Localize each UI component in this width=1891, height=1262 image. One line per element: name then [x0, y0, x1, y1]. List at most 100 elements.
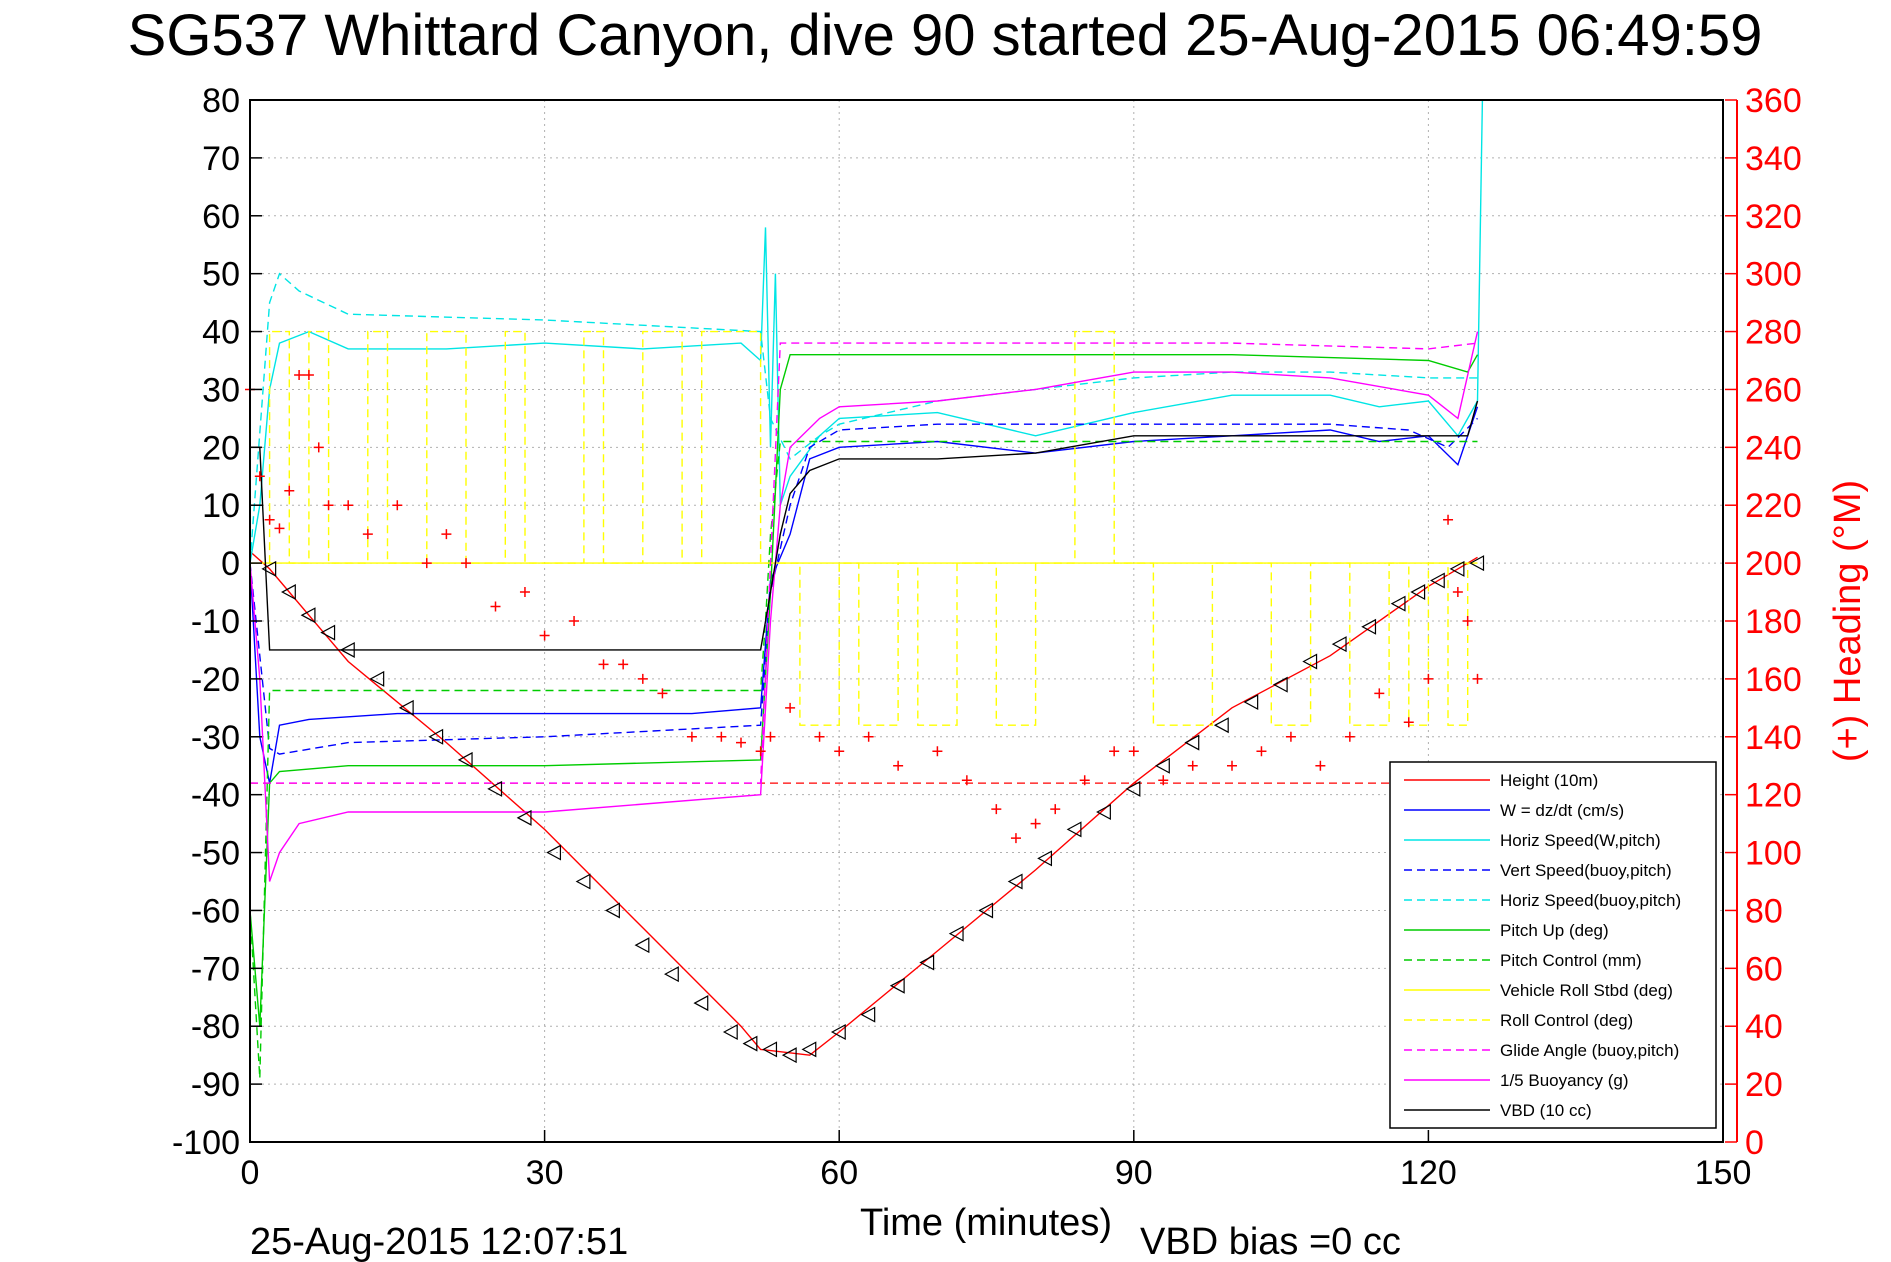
heading-point [1158, 775, 1169, 786]
y-tick-label: 60 [202, 198, 240, 236]
height-triangle-point [457, 751, 473, 768]
height-triangle-point [781, 1047, 797, 1064]
heading-point [1109, 746, 1120, 757]
heading-point [264, 514, 275, 525]
heading-point [1403, 717, 1414, 728]
height-triangle-point [1154, 757, 1170, 774]
heading-point [961, 775, 972, 786]
heading-point [991, 804, 1002, 815]
height-triangle-point [320, 624, 336, 641]
y-tick-label: -10 [191, 603, 240, 641]
y-right-tick-label: 340 [1745, 140, 1802, 178]
heading-point [274, 523, 285, 534]
heading-point [421, 558, 432, 569]
height-triangle-point [1469, 555, 1485, 572]
y-right-tick-label: 120 [1745, 777, 1802, 815]
height-triangle-point [1037, 850, 1053, 867]
height-triangle-point [487, 780, 503, 797]
heading-point [1010, 833, 1021, 844]
legend-label: Horiz Speed(buoy,pitch) [1500, 891, 1681, 910]
y-right-tick-label: 60 [1745, 950, 1783, 988]
y-right-tick-label: 180 [1745, 603, 1802, 641]
series-group [249, 99, 1484, 1079]
x-axis-label: Time (minutes) [860, 1202, 1112, 1244]
chart-title: SG537 Whittard Canyon, dive 90 started 2… [128, 3, 1763, 68]
y-right-tick-label: 160 [1745, 661, 1802, 699]
heading-point [1030, 818, 1041, 829]
heading-point [1423, 673, 1434, 684]
heading-point [932, 746, 943, 757]
height-triangle-point [1361, 618, 1377, 635]
height-triangle-point [1429, 572, 1445, 589]
height-triangle-point [1272, 676, 1288, 693]
series-line [249, 440, 1478, 1079]
y-tick-label: -70 [191, 950, 240, 988]
legend-label: VBD (10 cc) [1500, 1101, 1592, 1120]
heading-point [1050, 804, 1061, 815]
x-tick-label: 90 [1115, 1154, 1153, 1192]
y-right-tick-label: 260 [1745, 371, 1802, 409]
legend-label: Vehicle Roll Stbd (deg) [1500, 981, 1673, 1000]
heading-point [1472, 673, 1483, 684]
heading-point [1128, 746, 1139, 757]
height-triangle-point [575, 873, 591, 890]
height-triangle-point [339, 641, 355, 658]
heading-point [686, 731, 697, 742]
height-triangle-point [1302, 653, 1318, 670]
legend-label: Roll Control (deg) [1500, 1011, 1633, 1030]
heading-point [1285, 731, 1296, 742]
y-tick-label: 40 [202, 314, 240, 352]
heading-point [1187, 760, 1198, 771]
heading-point [1374, 688, 1385, 699]
height-triangle-point [1066, 821, 1082, 838]
height-triangle-point [1096, 804, 1111, 821]
legend-label: Vert Speed(buoy,pitch) [1500, 861, 1672, 880]
y-tick-label: 10 [202, 487, 240, 525]
heading-point [893, 760, 904, 771]
height-triangle-point [860, 1006, 876, 1023]
y-right-tick-label: 200 [1745, 545, 1802, 583]
heading-point [539, 630, 550, 641]
y-tick-label: -40 [191, 777, 240, 815]
heading-point [490, 601, 501, 612]
height-triangle-point [919, 954, 935, 971]
heading-point [765, 731, 776, 742]
heading-point [343, 500, 354, 511]
y-right-tick-label: 140 [1745, 719, 1802, 757]
y-right-tick-label: 80 [1745, 892, 1783, 930]
y-tick-label: 30 [202, 371, 240, 409]
series-line [249, 331, 1479, 882]
y-tick-label: -20 [191, 661, 240, 699]
marker-group [245, 369, 1485, 1064]
heading-point [716, 731, 727, 742]
y-tick-label: -30 [191, 719, 240, 757]
heading-point [834, 746, 845, 757]
y-tick-label: -60 [191, 892, 240, 930]
heading-point [461, 558, 472, 569]
height-triangle-point [1243, 694, 1259, 711]
height-triangle-point [1390, 595, 1406, 612]
y-right-tick-label: 300 [1745, 256, 1802, 294]
series-line [268, 330, 1469, 726]
y-right-tick-label: 240 [1745, 429, 1802, 467]
footer-timestamp: 25-Aug-2015 12:07:51 [250, 1221, 628, 1262]
series-line [250, 400, 1479, 651]
heading-point [1256, 746, 1267, 757]
y-tick-label: -80 [191, 1008, 240, 1046]
legend-label: Pitch Control (mm) [1500, 951, 1642, 970]
height-triangle-point [742, 1035, 758, 1052]
x-tick-label: 60 [820, 1154, 858, 1192]
height-triangle-point [281, 584, 296, 601]
y-right-tick-label: 220 [1745, 487, 1802, 525]
height-triangle-point [300, 607, 316, 624]
height-triangle-point [398, 699, 414, 716]
heading-point [362, 529, 373, 540]
y-axis-right: 3603403203002802602402202001801601401201… [1725, 82, 1802, 1162]
height-triangle-point [1007, 873, 1023, 890]
height-triangle-point [978, 902, 994, 919]
heading-point [313, 442, 324, 453]
x-axis: 0 30 60 90 120 150 [241, 1130, 1752, 1192]
heading-point [294, 369, 305, 380]
x-tick-label: 150 [1695, 1154, 1752, 1192]
heading-point [1315, 760, 1326, 771]
